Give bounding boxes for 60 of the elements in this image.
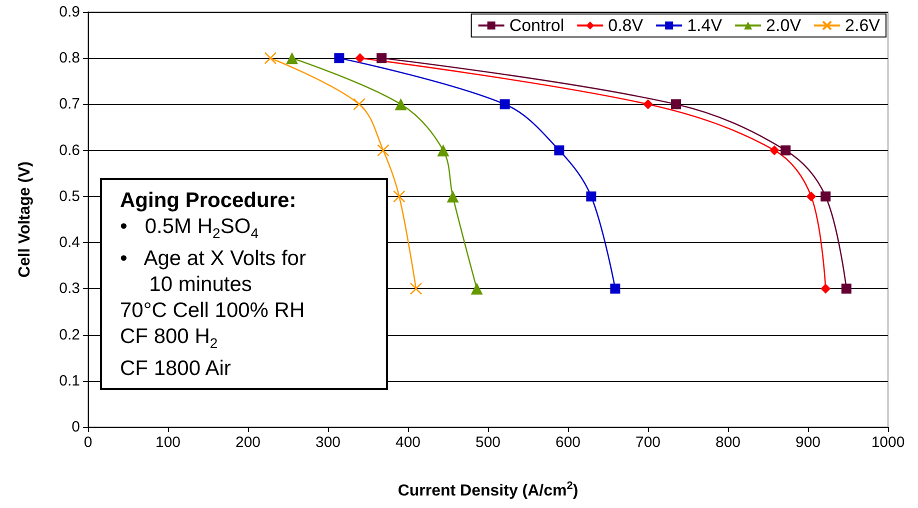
point [437,144,450,156]
y-tick-label: 0 [72,418,80,436]
point [410,282,422,295]
point [610,284,620,294]
legend-label: 2.0V [766,16,802,35]
x-tick-label: 900 [795,434,821,451]
annotation: 10 minutes [148,272,253,298]
point [820,284,831,294]
x-tick-label: 200 [235,434,261,451]
y-tick-label: 0.1 [59,372,80,390]
annotation: CF 800 H$_{2}$ [120,324,219,354]
legend-label: 2.6V [845,16,881,35]
x-axis-title: Current Density (A/cm$^{2}$) [396,480,580,500]
point [806,191,816,202]
point [394,98,407,110]
y-tick-label: 0.8 [59,50,80,67]
point [820,191,831,202]
point [286,52,298,64]
point [446,190,459,202]
point [355,53,365,64]
y-tick-label: 0.2 [59,326,80,344]
x-tick-label: 800 [715,434,741,451]
point [671,99,681,110]
x-tick-label: 0 [84,434,92,451]
x-tick-label: 700 [635,434,661,451]
point [769,145,780,156]
point [353,98,366,110]
y-tick-label: 0.9 [59,4,80,20]
legend-label: 1.4V [687,16,723,35]
annotation: Aging Procedure: [120,188,298,214]
point [470,282,483,295]
x-tick-label: 600 [555,434,581,451]
y-tick-label: 0.3 [59,280,80,298]
point [264,52,277,64]
point [643,99,653,110]
x-tick-label: 500 [475,434,501,451]
point [334,53,344,64]
x-tick-label: 100 [155,434,181,451]
annotation: CF 1800 Air [120,356,232,382]
point [376,53,387,64]
legend-label: Control [509,16,564,35]
annotation: • 0.5M H$_{2}$SO$_{4}$ [120,214,260,244]
point [780,145,791,156]
point [586,191,596,202]
y-tick-label: 0.5 [59,188,80,205]
x-tick-label: 400 [395,434,421,451]
legend-label: 0.8V [608,16,644,35]
point [841,284,852,294]
point [500,99,510,110]
x-tick-label: 1000 [871,434,905,451]
y-tick-label: 0.6 [59,142,80,159]
point [393,190,406,203]
point [377,144,390,156]
annotation: • Age at X Volts for [120,246,307,272]
y-tick-label: 0.4 [59,234,80,252]
y-tick-label: 0.7 [59,96,80,113]
y-axis-title: Cell Voltage (V) [16,161,34,278]
point [554,145,564,156]
x-tick-label: 300 [315,434,341,451]
annotation: 70°C Cell 100% RH [120,298,306,324]
